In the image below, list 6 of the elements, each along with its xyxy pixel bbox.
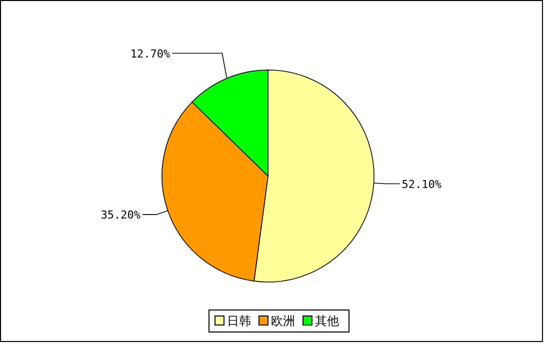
legend-label: 欧洲	[271, 314, 295, 328]
data-label: 35.20%	[100, 208, 141, 222]
legend-label: 日韩	[227, 314, 251, 328]
data-label: 52.10%	[402, 178, 442, 191]
data-label: 12.70%	[130, 47, 171, 60]
legend-label: 其他	[315, 314, 339, 328]
